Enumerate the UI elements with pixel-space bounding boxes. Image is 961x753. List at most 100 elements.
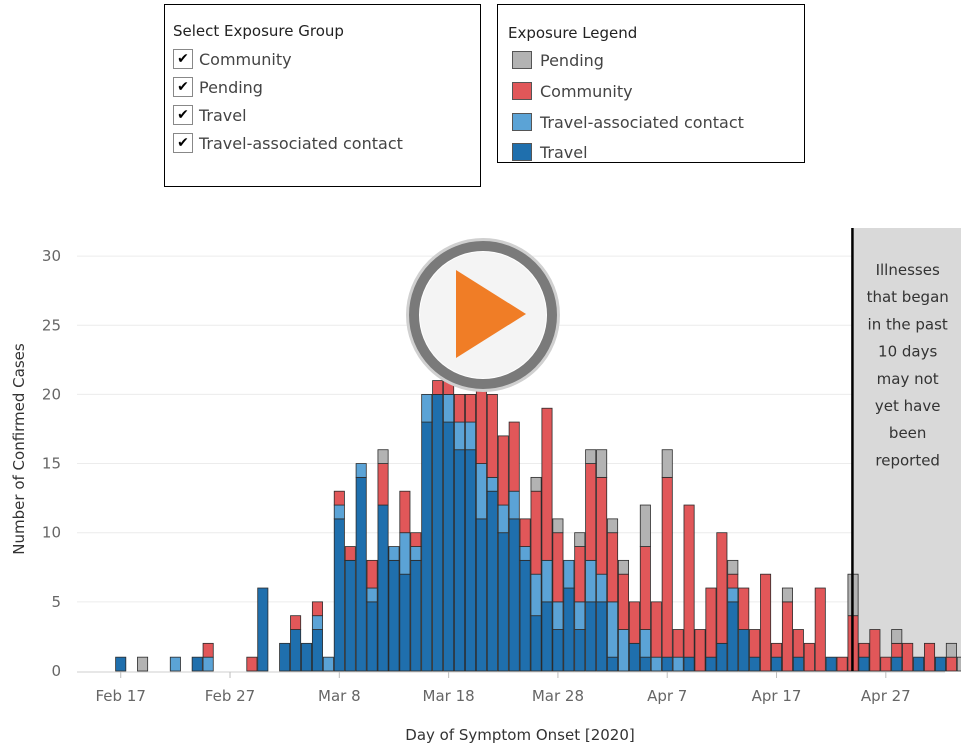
bar-segment-community: [628, 601, 640, 644]
filter-item-community[interactable]: ✔ Community: [173, 47, 292, 71]
bar-segment-travel-associated-contact: [443, 393, 455, 423]
bar-segment-travel-associated-contact: [574, 601, 586, 630]
play-icon: [456, 270, 526, 358]
bar-segment-pending: [552, 518, 564, 534]
bar-segment-travel-associated-contact: [497, 504, 509, 534]
bar-segment-travel: [607, 656, 619, 672]
bar-segment-travel: [410, 559, 422, 672]
filter-item-travel-associated-contact[interactable]: ✔ Travel-associated contact: [173, 131, 403, 155]
bar-segment-community: [618, 573, 630, 630]
bar-segment-community: [672, 629, 684, 658]
bar-segment-travel: [530, 615, 542, 672]
bar-segment-travel-associated-contact: [585, 559, 597, 603]
bar-segment-travel-associated-contact: [399, 532, 411, 575]
bar-segment-pending: [607, 518, 619, 534]
filter-title: Select Exposure Group: [173, 22, 344, 40]
legend-item-label: Travel: [540, 142, 588, 162]
play-button-ring: [409, 241, 557, 389]
filter-item-travel[interactable]: ✔ Travel: [173, 103, 247, 127]
bar-segment-travel-associated-contact: [169, 656, 181, 672]
bar-segment-travel: [377, 504, 389, 672]
x-tick-label: Apr 7: [647, 687, 687, 705]
bar-segment-travel: [432, 393, 444, 672]
bar-segment-community: [738, 587, 750, 630]
bar-segment-pending: [956, 656, 961, 672]
bar-segment-pending: [377, 449, 389, 464]
bar-segment-community: [749, 629, 761, 658]
legend-swatch: [512, 82, 532, 100]
bar-segment-community: [705, 587, 717, 658]
bar-segment-travel: [683, 656, 695, 672]
bar-segment-community: [902, 642, 914, 672]
bar-segment-community: [891, 642, 903, 658]
bar-segment-travel-associated-contact: [421, 393, 433, 423]
bar-segment-pending: [574, 532, 586, 547]
bar-segment-travel: [290, 629, 302, 672]
bar-segment-travel-associated-contact: [322, 656, 334, 672]
bar-segment-travel-associated-contact: [311, 615, 323, 630]
bar-segment-travel: [661, 656, 673, 672]
bar-segment-pending: [596, 449, 608, 478]
bar-segment-travel: [344, 559, 356, 672]
bar-segment-community: [847, 615, 859, 672]
legend-item-label: Community: [540, 81, 633, 101]
bar-segment-travel: [279, 642, 291, 672]
bar-segment-travel-associated-contact: [475, 463, 487, 520]
bar-segment-community: [585, 463, 597, 561]
x-tick-label: Feb 27: [205, 687, 255, 705]
legend-swatch: [512, 143, 532, 161]
annotation-line: yet have: [875, 397, 941, 415]
bar-segment-community: [924, 642, 936, 672]
filter-item-label: Community: [199, 49, 292, 69]
bar-segment-community: [333, 490, 345, 506]
bar-segment-travel-associated-contact: [464, 421, 476, 451]
bar-segment-travel: [366, 601, 378, 672]
bar-segment-travel: [628, 642, 640, 672]
x-tick-label: Mar 28: [532, 687, 584, 705]
checkbox-checked-icon[interactable]: ✔: [173, 133, 193, 153]
bar-segment-community: [290, 615, 302, 630]
legend-item-label: Travel-associated contact: [540, 112, 744, 132]
checkbox-checked-icon[interactable]: ✔: [173, 49, 193, 69]
bar-segment-pending: [639, 504, 651, 547]
bar-segment-pending: [727, 559, 739, 575]
bar-segment-community: [869, 629, 881, 672]
filter-item-pending[interactable]: ✔ Pending: [173, 75, 263, 99]
bar-segment-pending: [618, 559, 630, 575]
annotation-line: Illnesses: [876, 261, 940, 279]
bar-segment-travel: [771, 656, 783, 672]
bar-segment-travel: [257, 587, 269, 672]
y-tick-label: 30: [42, 247, 61, 265]
annotation-line: that began: [867, 288, 949, 306]
bar-segment-community: [639, 546, 651, 630]
bar-segment-community: [760, 573, 772, 672]
y-tick-label: 10: [42, 524, 61, 542]
filter-item-label: Pending: [199, 77, 263, 97]
x-tick-label: Feb 17: [96, 687, 146, 705]
x-axis-label: Day of Symptom Onset [2020]: [405, 726, 634, 744]
bar-segment-travel: [486, 490, 498, 672]
bar-segment-travel-associated-contact: [607, 601, 619, 658]
annotation-line: in the past: [868, 315, 948, 333]
play-button[interactable]: [406, 238, 560, 392]
bar-segment-travel-associated-contact: [508, 490, 520, 520]
bar-segment-travel-associated-contact: [563, 559, 575, 589]
checkbox-checked-icon[interactable]: ✔: [173, 77, 193, 97]
bar-segment-community: [541, 407, 553, 561]
bar-segment-community: [836, 656, 848, 672]
bar-segment-community: [377, 463, 389, 506]
reporting-delay-note: Illnesses that began in the past 10 days may…: [867, 261, 949, 469]
bar-segment-pending: [847, 573, 859, 617]
legend-item-label: Pending: [540, 50, 604, 70]
bar-segment-community: [475, 380, 487, 464]
y-tick-label: 20: [42, 385, 61, 403]
bar-segment-community: [792, 629, 804, 658]
bar-segment-community: [519, 518, 531, 547]
checkbox-checked-icon[interactable]: ✔: [173, 105, 193, 125]
bar-segment-community: [880, 656, 892, 672]
bar-segment-travel: [934, 656, 946, 672]
bar-segment-travel: [552, 629, 564, 672]
bar-segment-community: [552, 532, 564, 603]
bar-segment-community: [771, 642, 783, 658]
bar-segment-travel: [792, 656, 804, 672]
